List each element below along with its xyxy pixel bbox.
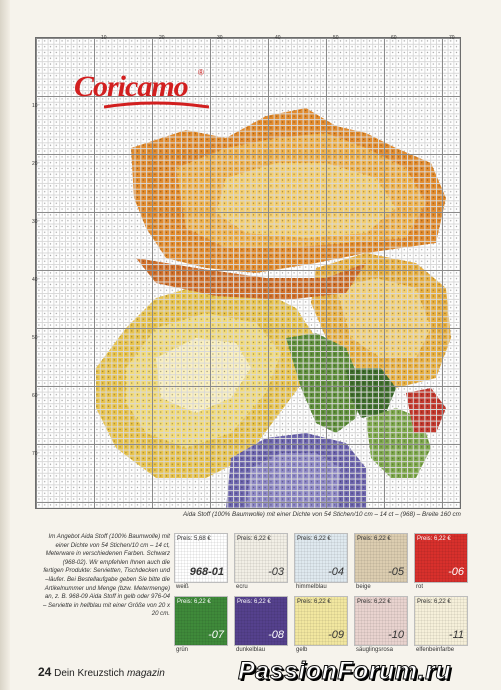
swatch-code: -04 xyxy=(328,566,344,578)
fabric-swatch: Preis: 6,22 € -09 xyxy=(294,596,348,646)
magazine-suffix: magazin xyxy=(126,668,165,679)
swatch-code: -10 xyxy=(388,629,404,641)
watermark-shadow: PassionForum.ru xyxy=(240,659,454,687)
logo-text: Coricamo xyxy=(74,70,189,103)
page-footer: 24 Dein Kreuzstich magazin xyxy=(38,665,165,679)
axis-top-tick: 20 xyxy=(159,35,165,41)
fabric-swatch: Preis: 6,22 € -07 xyxy=(174,596,228,646)
swatch-price: Preis: 6,22 € xyxy=(177,599,211,605)
axis-top-tick: 60 xyxy=(391,35,397,41)
swatch-label: weiß xyxy=(176,584,189,590)
swatch-price: Preis: 6,22 € xyxy=(297,599,331,605)
product-info-text: Im Angebot Aida Stoff (100% Baumwolle) m… xyxy=(42,533,170,618)
swatch-code: -09 xyxy=(328,629,344,641)
fabric-caption: Aida Stoff (100% Baumwolle) mit einer Di… xyxy=(183,511,461,518)
axis-left-tick: 60 xyxy=(32,393,38,399)
axis-top-tick: 40 xyxy=(275,35,281,41)
fabric-swatch: Preis: 6,22 € -06 xyxy=(414,533,468,583)
swatch-price: Preis: 6,22 € xyxy=(417,599,451,605)
axis-left-tick: 30 xyxy=(32,219,38,225)
swatch-label: ecru xyxy=(236,584,248,590)
page-number: 24 xyxy=(38,665,52,679)
swatch-code: -11 xyxy=(448,629,464,641)
swatch-label: grün xyxy=(176,647,189,653)
swatch-label: elfenbeinfarbe xyxy=(416,647,455,653)
swatch-price: Preis: 6,22 € xyxy=(237,536,271,542)
axis-left: 10 20 30 40 50 60 70 xyxy=(30,37,38,507)
axis-top: 10 20 30 40 50 60 70 xyxy=(35,35,459,43)
chart-grid xyxy=(36,38,460,508)
swatch-label: himmelblau xyxy=(296,584,327,590)
axis-top-tick: 70 xyxy=(449,35,455,41)
page-gutter xyxy=(0,0,10,690)
swatch-label: beige xyxy=(356,584,371,590)
fabric-swatch: Preis: 6,22 € -11 xyxy=(414,596,468,646)
cross-stitch-chart xyxy=(35,37,461,509)
axis-top-tick: 10 xyxy=(101,35,107,41)
swatch-code: -06 xyxy=(448,566,464,578)
axis-left-tick: 40 xyxy=(32,277,38,283)
swatch-code: 968-01 xyxy=(189,566,224,578)
swatch-label: rot xyxy=(416,584,424,590)
swatch-price: Preis: 6,22 € xyxy=(357,599,391,605)
swatch-label: gelb xyxy=(296,647,308,653)
axis-left-tick: 20 xyxy=(32,161,38,167)
swatch-price: Preis: 6,22 € xyxy=(297,536,331,542)
swatch-label: dunkelblau xyxy=(236,647,266,653)
swatch-price: Preis: 6,22 € xyxy=(357,536,391,542)
swatch-code: -03 xyxy=(268,566,284,578)
fabric-swatch: Preis: 6,22 € -05 xyxy=(354,533,408,583)
swatch-price: Preis: 6,22 € xyxy=(417,536,451,542)
fabric-swatch: Preis: 5,68 € 968-01 xyxy=(174,533,228,583)
watermark: PassionForum.ru xyxy=(237,657,452,686)
axis-left-tick: 70 xyxy=(32,451,38,457)
axis-left-tick: 50 xyxy=(32,335,38,341)
swatch-code: -07 xyxy=(208,629,224,641)
swatch-code: -05 xyxy=(388,566,404,578)
fabric-swatch: Preis: 6,22 € -08 xyxy=(234,596,288,646)
fabric-swatch: Preis: 6,22 € -04 xyxy=(294,533,348,583)
fabric-swatch: Preis: 6,22 € -03 xyxy=(234,533,288,583)
swatch-price: Preis: 5,68 € xyxy=(177,536,211,542)
axis-top-tick: 30 xyxy=(217,35,223,41)
fabric-swatch: Preis: 6,22 € -10 xyxy=(354,596,408,646)
swatch-price: Preis: 6,22 € xyxy=(237,599,271,605)
axis-left-tick: 10 xyxy=(32,103,38,109)
swatch-code: -08 xyxy=(268,629,284,641)
logo-registered-mark: ® xyxy=(198,68,204,77)
axis-top-tick: 50 xyxy=(333,35,339,41)
coricamo-logo: Coricamo ® xyxy=(74,68,214,114)
logo-swoosh xyxy=(104,101,209,109)
magazine-name: Dein Kreuzstich xyxy=(54,668,125,679)
swatch-label: säuglingsrosa xyxy=(356,647,394,653)
